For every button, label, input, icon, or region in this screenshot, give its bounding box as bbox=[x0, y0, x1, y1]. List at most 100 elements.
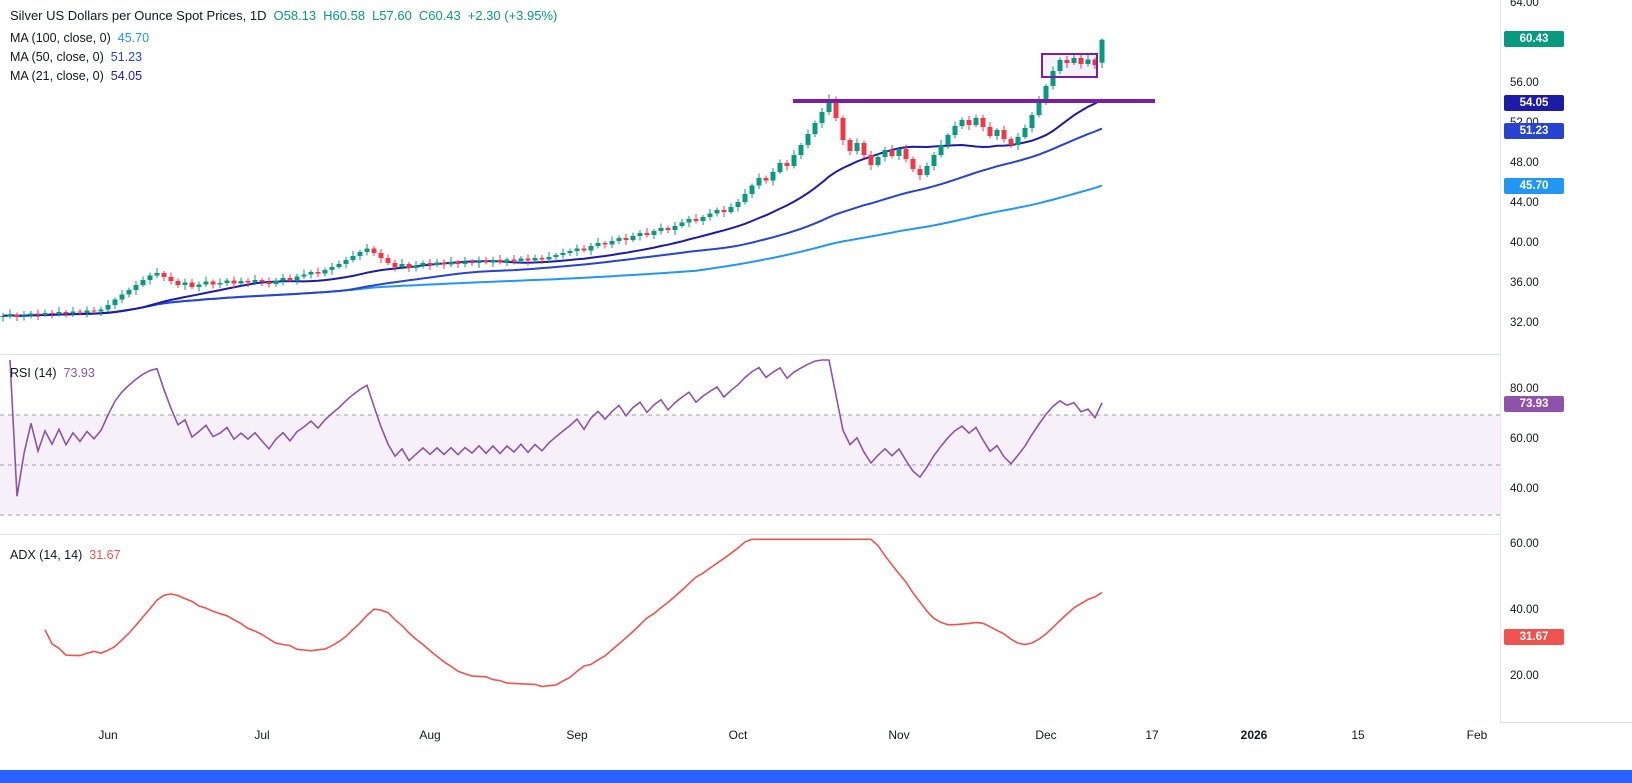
consolidation-box[interactable] bbox=[1041, 53, 1098, 78]
pane-separator[interactable] bbox=[0, 534, 1632, 535]
candle-body bbox=[168, 277, 174, 281]
candle-body bbox=[287, 278, 293, 280]
candle-body bbox=[315, 272, 321, 274]
candle-body bbox=[14, 314, 20, 317]
candle-body bbox=[700, 217, 706, 221]
candle-body bbox=[231, 280, 237, 284]
price-axis-badge: 45.70 bbox=[1504, 178, 1564, 194]
candle-body bbox=[553, 255, 559, 257]
candle-body bbox=[98, 309, 104, 312]
candle-body bbox=[616, 238, 622, 241]
candle-body bbox=[917, 169, 923, 175]
candle-body bbox=[448, 262, 454, 265]
rsi-axis-label: 80.00 bbox=[1510, 383, 1539, 395]
candle-body bbox=[994, 130, 1000, 136]
candle-body bbox=[49, 313, 55, 314]
candle-body bbox=[784, 163, 790, 166]
candle-body bbox=[1001, 130, 1007, 139]
symbol-title: Silver US Dollars per Ounce Spot Prices,… bbox=[10, 8, 267, 23]
rsi-axis-label: 60.00 bbox=[1510, 433, 1539, 445]
candle-body bbox=[357, 252, 363, 256]
ma100-value: 45.70 bbox=[117, 31, 150, 45]
candle-body bbox=[469, 261, 475, 263]
candle-body bbox=[742, 194, 748, 202]
candle-body bbox=[392, 263, 398, 267]
time-axis-label: Sep bbox=[566, 728, 588, 742]
ma50-line[interactable] bbox=[2, 127, 1103, 317]
candle-body bbox=[644, 233, 650, 235]
candle-body bbox=[42, 313, 48, 315]
price-axis-label: 48.00 bbox=[1510, 157, 1539, 169]
candle-body bbox=[721, 210, 727, 212]
adx-axis-badge: 31.67 bbox=[1504, 629, 1564, 646]
time-axis-label: Nov bbox=[888, 728, 910, 742]
candle-body bbox=[959, 120, 965, 126]
candle-body bbox=[938, 145, 944, 155]
ma100-line[interactable] bbox=[2, 184, 1103, 317]
price-pane[interactable] bbox=[0, 0, 1500, 352]
candle-body bbox=[987, 127, 993, 136]
candle-body bbox=[217, 283, 223, 285]
candle-body bbox=[889, 150, 895, 156]
candle-body bbox=[854, 143, 860, 151]
adx-line[interactable] bbox=[44, 538, 1103, 688]
candle-body bbox=[518, 258, 524, 261]
time-scale[interactable]: Jun Jul Aug Sep Oct Nov Dec 17 2026 15 Feb bbox=[0, 722, 1500, 756]
candle-body bbox=[588, 246, 594, 251]
price-scale[interactable]: 64.0060.0056.0052.0048.0044.0040.0036.00… bbox=[1500, 0, 1632, 722]
time-axis-label: Dec bbox=[1035, 728, 1057, 742]
rsi-value: 73.93 bbox=[63, 366, 95, 380]
price-axis-label: 44.00 bbox=[1510, 197, 1539, 209]
adx-pane[interactable] bbox=[0, 536, 1500, 722]
candle-body bbox=[294, 276, 300, 280]
candle-body bbox=[903, 149, 909, 159]
candle-body bbox=[1078, 58, 1084, 64]
ma50-legend[interactable]: MA (50, close, 0) 51.23 bbox=[10, 50, 142, 64]
candle-body bbox=[105, 305, 111, 310]
candle-body bbox=[945, 135, 951, 145]
adx-value: 31.67 bbox=[89, 548, 121, 562]
adx-axis-label: 60.00 bbox=[1510, 537, 1539, 550]
candle-body bbox=[798, 145, 804, 155]
price-axis-badge: 60.43 bbox=[1504, 30, 1564, 47]
candle-body bbox=[399, 264, 405, 267]
candle-body bbox=[868, 155, 874, 165]
candle-body bbox=[329, 267, 335, 270]
time-axis-label: Jun bbox=[98, 728, 118, 742]
price-axis-label: 36.00 bbox=[1510, 277, 1539, 289]
candle-body bbox=[525, 258, 531, 261]
candle-body bbox=[483, 260, 489, 263]
candle-body bbox=[679, 222, 685, 226]
rsi-legend[interactable]: RSI (14) 73.93 bbox=[10, 366, 95, 380]
candle-body bbox=[308, 272, 314, 275]
price-axis-label: 64.00 bbox=[1510, 0, 1539, 9]
candle-body bbox=[686, 219, 692, 223]
time-axis-label: 15 bbox=[1351, 728, 1365, 742]
candle-body bbox=[1050, 71, 1056, 86]
rsi-pane[interactable] bbox=[0, 356, 1500, 532]
candle-body bbox=[434, 262, 440, 265]
adx-axis-label: 20.00 bbox=[1510, 669, 1539, 682]
adx-legend[interactable]: ADX (14, 14) 31.67 bbox=[10, 548, 121, 562]
candle-body bbox=[161, 273, 167, 277]
symbol-legend[interactable]: Silver US Dollars per Ounce Spot Prices,… bbox=[10, 8, 557, 23]
candle-body bbox=[1036, 101, 1042, 115]
time-axis-label: 17 bbox=[1145, 728, 1159, 742]
rsi-axis-label: 40.00 bbox=[1510, 483, 1539, 495]
ma100-legend[interactable]: MA (100, close, 0) 45.70 bbox=[10, 31, 149, 45]
candle-body bbox=[637, 233, 643, 236]
candle-body bbox=[532, 258, 538, 261]
ma21-legend[interactable]: MA (21, close, 0) 54.05 bbox=[10, 69, 142, 83]
rsi-line[interactable] bbox=[9, 359, 1103, 497]
candle-body bbox=[35, 313, 41, 315]
candle-body bbox=[406, 264, 412, 268]
candle-body bbox=[112, 299, 118, 305]
price-change: +2.30 (+3.95%) bbox=[467, 8, 558, 23]
pane-separator[interactable] bbox=[0, 354, 1632, 355]
candle-body bbox=[882, 150, 888, 157]
ma21-line[interactable] bbox=[2, 98, 1103, 317]
candle-body bbox=[749, 185, 755, 194]
candle-body bbox=[84, 310, 90, 313]
candle-body bbox=[63, 312, 69, 314]
